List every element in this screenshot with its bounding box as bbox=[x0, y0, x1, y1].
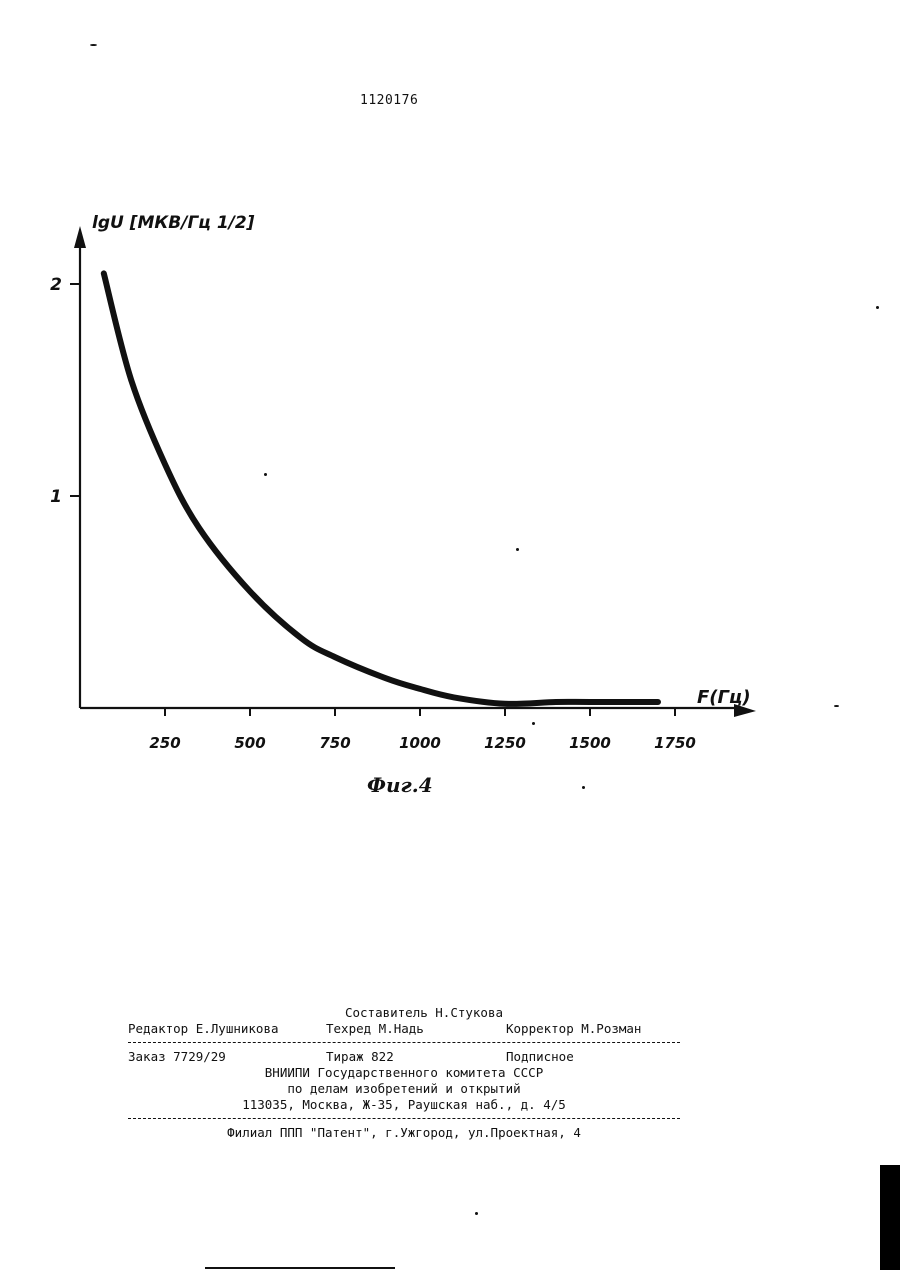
imprint-row-org1: ВНИИПИ Государственного комитета СССР bbox=[128, 1065, 680, 1081]
dashed-divider-top bbox=[128, 1042, 680, 1043]
scan-speck bbox=[876, 306, 879, 309]
circulation: Тираж 822 bbox=[326, 1049, 506, 1065]
corrector: Корректор М.Розман bbox=[506, 1021, 641, 1037]
scan-speck bbox=[264, 473, 267, 476]
org-line-2: по делам изобретений и открытий bbox=[287, 1081, 520, 1097]
x-axis-label: F(Гц) bbox=[697, 687, 751, 708]
scan-edge-line bbox=[205, 1267, 395, 1269]
imprint-block: Составитель Н.Стукова Редактор Е.Лушнико… bbox=[128, 1005, 680, 1141]
imprint-row-compiler: Составитель Н.Стукова bbox=[128, 1005, 680, 1021]
figure-caption: Фиг.4 bbox=[367, 773, 433, 797]
x-tick-label: 1750 bbox=[654, 734, 696, 752]
y-tick-label: 1 bbox=[50, 487, 62, 507]
scan-edge-bar bbox=[880, 1165, 900, 1270]
branch: Филиал ППП "Патент", г.Ужгород, ул.Проек… bbox=[227, 1125, 581, 1141]
x-tick-label: 500 bbox=[234, 734, 265, 752]
org-line-1: ВНИИПИ Государственного комитета СССР bbox=[265, 1065, 543, 1081]
editor: Редактор Е.Лушникова bbox=[128, 1021, 326, 1037]
x-tick-label: 750 bbox=[319, 734, 350, 752]
imprint-row-address: 113035, Москва, Ж-35, Раушская наб., д. … bbox=[128, 1097, 680, 1113]
y-ticks: 12 bbox=[50, 275, 80, 507]
subscription: Подписное bbox=[506, 1049, 574, 1065]
y-axis-label: lgU [МКВ/Гц 1/2] bbox=[92, 213, 255, 233]
imprint-row-staff: Редактор Е.Лушникова Техред М.Надь Корре… bbox=[128, 1021, 680, 1037]
x-ticks: 250 500 750 1000 1250 1500 1750 bbox=[149, 708, 696, 752]
y-tick-label: 2 bbox=[50, 275, 62, 295]
imprint-row-branch: Филиал ППП "Патент", г.Ужгород, ул.Проек… bbox=[128, 1125, 680, 1141]
address: 113035, Москва, Ж-35, Раушская наб., д. … bbox=[242, 1097, 566, 1113]
order: Заказ 7729/29 bbox=[128, 1049, 326, 1065]
scan-speck bbox=[475, 1212, 478, 1215]
techred: Техред М.Надь bbox=[326, 1021, 506, 1037]
frequency-chart: lgU [МКВ/Гц 1/2] F(Гц) 25050075010001250… bbox=[0, 0, 900, 820]
y-axis-arrow bbox=[74, 226, 86, 248]
x-tick-label: 1000 bbox=[399, 734, 441, 752]
x-tick-label: 1500 bbox=[569, 734, 611, 752]
scan-speck bbox=[90, 44, 97, 46]
compiler: Составитель Н.Стукова bbox=[345, 1005, 503, 1021]
x-tick-label: 250 bbox=[149, 734, 180, 752]
imprint-row-org2: по делам изобретений и открытий bbox=[128, 1081, 680, 1097]
series-line bbox=[104, 273, 658, 704]
scan-speck bbox=[532, 722, 535, 725]
dashed-divider-bottom bbox=[128, 1118, 680, 1119]
scan-speck bbox=[834, 705, 839, 707]
scan-speck bbox=[582, 786, 585, 789]
imprint-row-order: Заказ 7729/29 Тираж 822 Подписное bbox=[128, 1049, 680, 1065]
x-tick-label: 1250 bbox=[484, 734, 526, 752]
scan-speck bbox=[516, 548, 519, 551]
